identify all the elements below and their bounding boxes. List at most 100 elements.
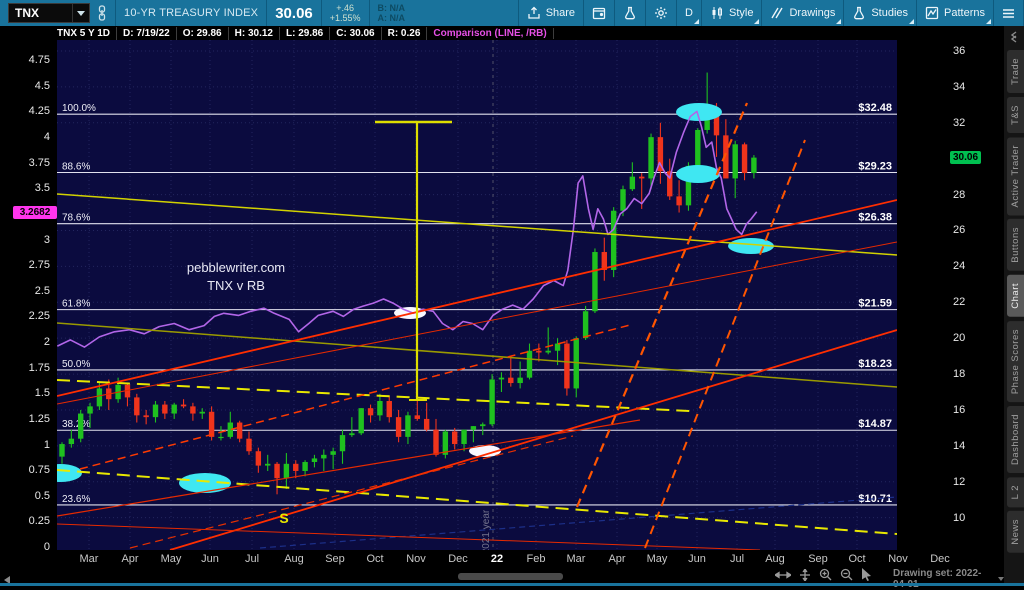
- left-axis-tick: 3: [43, 233, 50, 246]
- chevron-down-icon: [77, 10, 85, 16]
- flask-icon: [623, 6, 637, 20]
- sidebar-tab-phase-scores[interactable]: Phase Scores: [1007, 320, 1024, 403]
- sidebar-tab-chart[interactable]: Chart: [1007, 275, 1024, 317]
- chart-canvas[interactable]: 100.0% $32.48 88.6% $29.23 78.6% $26.38 61.8% $…: [38, 40, 898, 554]
- ohlc-segment: R: 0.26: [382, 26, 428, 40]
- grid-menu-button[interactable]: [993, 0, 1024, 26]
- right-axis-tick: 28: [953, 188, 966, 201]
- patterns-icon: [925, 6, 939, 20]
- right-sidebar: Trade T&S Active Trader Buttons Chart Phase S…: [1004, 26, 1024, 583]
- settings-button[interactable]: [645, 0, 676, 26]
- svg-text:$29.23: $29.23: [858, 161, 892, 173]
- bid-value: B: N/A: [377, 3, 406, 13]
- time-scrollbar-thumb[interactable]: [458, 573, 563, 580]
- right-axis-tick: 16: [953, 403, 966, 416]
- time-axis-label: Jul: [244, 553, 260, 565]
- patterns-button[interactable]: Patterns: [916, 0, 993, 26]
- right-axis-tick: 22: [953, 296, 966, 309]
- symbol-dropdown-button[interactable]: [72, 4, 89, 22]
- left-axis-tick: 3.5: [34, 182, 50, 195]
- share-icon: [527, 6, 541, 20]
- svg-text:61.8%: 61.8%: [62, 299, 90, 310]
- quick-study-button[interactable]: [614, 0, 645, 26]
- right-axis-tick: 36: [953, 45, 966, 57]
- time-axis-label: Jun: [201, 553, 219, 565]
- svg-text:88.6%: 88.6%: [62, 162, 90, 173]
- time-axis-label: Nov: [406, 553, 426, 565]
- zoom-in-icon[interactable]: [819, 568, 832, 581]
- left-axis-tick: 1.25: [28, 412, 50, 425]
- left-axis-tick: 0.5: [34, 489, 50, 502]
- change-percent: +1.55%: [329, 13, 361, 23]
- svg-text:TNX v RB: TNX v RB: [207, 278, 265, 293]
- time-axis-label: Aug: [284, 553, 304, 565]
- right-axis-tick: 24: [953, 260, 966, 273]
- left-axis-tick: 0.75: [28, 464, 50, 477]
- sidebar-tab-dashboard[interactable]: Dashboard: [1007, 406, 1024, 474]
- sidebar-tab-t-s[interactable]: T&S: [1007, 96, 1024, 133]
- sidebar-tab-l-2[interactable]: L 2: [1007, 477, 1024, 508]
- bottom-status-bar: Drawing set: 2022-04-01: [0, 566, 1004, 590]
- gear-icon: [654, 6, 668, 20]
- time-axis-label: May: [646, 553, 668, 565]
- time-axis-label: Dec: [448, 553, 468, 565]
- window-edge: [0, 583, 1024, 586]
- right-axis-tick: 14: [953, 439, 966, 452]
- left-axis-tick: 1.75: [28, 361, 50, 374]
- time-axis-label: Nov: [888, 553, 908, 565]
- time-axis-label: Mar: [79, 553, 99, 565]
- change-value: +.46: [336, 3, 355, 13]
- comparison-label: Comparison (LINE, /RB): [427, 27, 554, 39]
- scroll-left-icon[interactable]: [4, 571, 11, 589]
- left-axis-tick: 4: [43, 131, 50, 143]
- cursor-icon[interactable]: [861, 568, 872, 581]
- left-axis-tick: 0.25: [28, 515, 50, 528]
- calendar-alert-icon: [592, 6, 606, 20]
- panel-collapse-icon[interactable]: [1006, 28, 1022, 46]
- sidebar-tab-active-trader[interactable]: Active Trader: [1007, 136, 1024, 216]
- drawings-button[interactable]: Drawings: [761, 0, 843, 26]
- symbol-value: TNX: [15, 6, 39, 20]
- time-axis-label: Apr: [121, 553, 139, 565]
- right-axis-tick: 10: [953, 511, 966, 524]
- time-axis-label: Oct: [366, 553, 384, 565]
- link-icon[interactable]: [97, 5, 107, 21]
- time-axis-label: Feb: [526, 553, 546, 565]
- time-axis-label: Jul: [729, 553, 745, 565]
- right-axis-tick: 20: [953, 332, 966, 345]
- zoom-out-icon[interactable]: [840, 568, 853, 581]
- share-button[interactable]: Share: [517, 0, 583, 26]
- svg-text:50.0%: 50.0%: [62, 359, 90, 370]
- left-axis-tick: 2.5: [34, 284, 50, 297]
- ohlc-segment: D: 7/19/22: [117, 26, 177, 40]
- time-axis-label: Oct: [848, 553, 866, 565]
- sidebar-tab-trade[interactable]: Trade: [1007, 50, 1024, 93]
- svg-text:$18.23: $18.23: [858, 358, 892, 370]
- time-axis: Mar Apr May Jun Jul Aug Sep Oct Nov Dec 22 Feb Mar Ap…: [0, 550, 1004, 566]
- left-axis-tick: 4.75: [28, 54, 50, 67]
- left-price-axis: 4.75 4.5 4.25 4 3.75 3.5 3 2.75 2.5 2.25 2 1.75 1.5 1…: [0, 40, 57, 553]
- left-axis-tick: 0: [43, 541, 50, 553]
- right-axis-tick: 12: [953, 475, 966, 488]
- calendar-alert-button[interactable]: [583, 0, 614, 26]
- studies-button[interactable]: Studies: [843, 0, 916, 26]
- timeframe-button[interactable]: D: [676, 0, 701, 26]
- top-toolbar: TNX 10-YR TREASURY INDEX 30.06 +.46 +1.5…: [0, 0, 1024, 26]
- time-axis-label: Jun: [688, 553, 706, 565]
- svg-text:$32.48: $32.48: [858, 102, 892, 114]
- sidebar-tab-news[interactable]: News: [1007, 511, 1024, 554]
- pan-horizontal-icon[interactable]: [775, 570, 791, 580]
- drawings-icon: [770, 6, 784, 20]
- svg-text:$10.71: $10.71: [858, 493, 892, 505]
- svg-text:S: S: [279, 510, 288, 526]
- move-icon[interactable]: [799, 568, 811, 581]
- drawing-set-selector[interactable]: Drawing set: 2022-04-01: [893, 568, 1004, 590]
- ohlc-segment: O: 29.86: [177, 26, 229, 40]
- ohlc-segment: L: 29.86: [280, 26, 331, 40]
- symbol-input[interactable]: TNX: [8, 3, 90, 23]
- ask-value: A: N/A: [377, 13, 406, 23]
- ohlc-segment: H: 30.12: [229, 26, 280, 40]
- style-button[interactable]: Style: [701, 0, 761, 26]
- sidebar-tab-buttons[interactable]: Buttons: [1007, 219, 1024, 272]
- svg-text:$14.87: $14.87: [858, 418, 892, 430]
